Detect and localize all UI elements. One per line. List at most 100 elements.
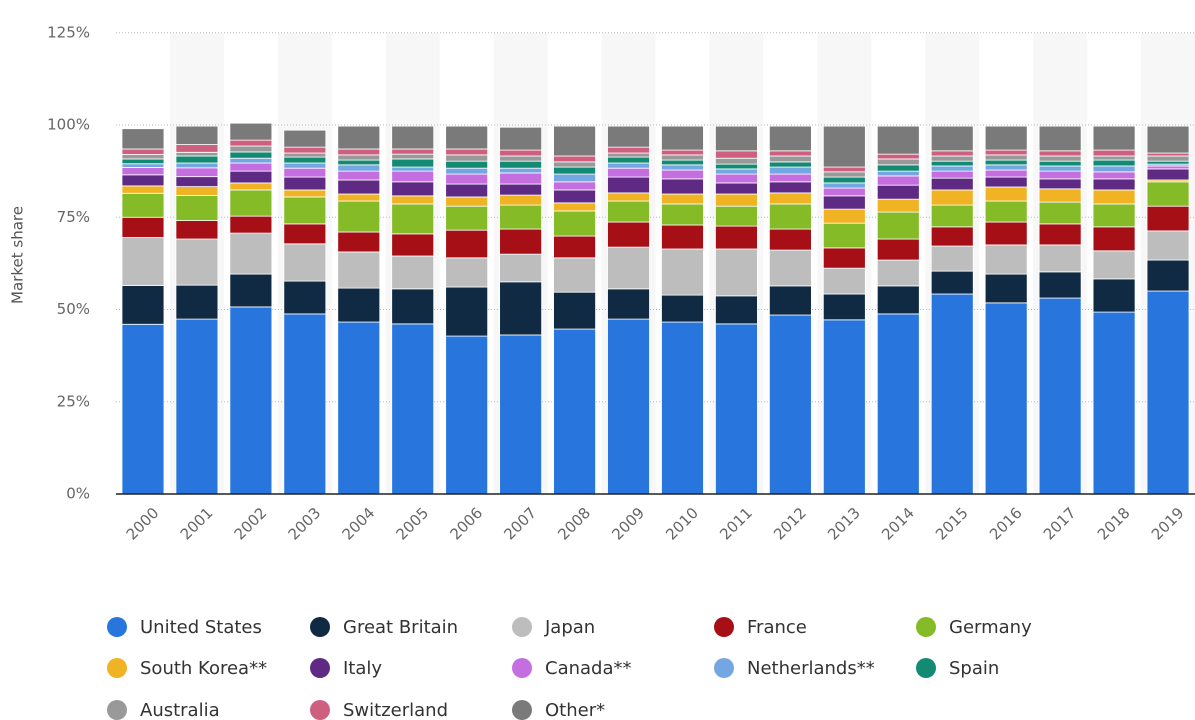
- bar-segment: [337, 200, 381, 233]
- bar-segment: [499, 183, 543, 196]
- x-tick-label: 2013: [824, 504, 864, 544]
- bar-segment: [661, 224, 704, 250]
- x-tick-label: 2018: [1094, 504, 1134, 544]
- legend-label: Other*: [545, 700, 605, 720]
- bar-segment: [715, 163, 758, 170]
- bar-segment: [768, 125, 812, 152]
- bar-segment: [283, 152, 327, 158]
- bar-segment: [337, 251, 381, 289]
- bar-segment: [553, 235, 596, 259]
- bar-segment: [984, 244, 1028, 275]
- bar-segment: [121, 185, 165, 194]
- x-tick-label: 2015: [932, 504, 972, 544]
- bar-segment: [607, 288, 650, 320]
- bar-segment: [229, 122, 273, 141]
- bar-segment: [175, 162, 219, 169]
- x-tick-label: 2012: [770, 504, 810, 544]
- bar-segment: [229, 306, 273, 495]
- bar-segment: [661, 154, 704, 161]
- bar-segment: [715, 157, 758, 165]
- bar-segment: [121, 148, 165, 155]
- bar-segment: [1146, 205, 1190, 232]
- bar-segment: [876, 153, 920, 160]
- x-tick-label: 2004: [339, 504, 379, 544]
- bar-segment: [930, 155, 974, 162]
- bar-segment: [607, 156, 650, 164]
- bar-segment: [229, 151, 273, 159]
- bar-segment: [499, 334, 543, 495]
- bar-segment: [283, 162, 327, 169]
- bar-segment: [768, 285, 812, 316]
- x-tick-label: 2011: [716, 504, 756, 544]
- bar-segment: [661, 321, 704, 495]
- bar-segment: [661, 203, 704, 226]
- bar-segment: [499, 167, 543, 174]
- bar-segment: [391, 288, 435, 325]
- bar-segment: [337, 321, 381, 495]
- bar-segment: [391, 148, 435, 155]
- bar-segment: [391, 166, 435, 172]
- bar-segment: [553, 291, 596, 330]
- bar-segment: [661, 193, 704, 205]
- bar-segment: [499, 126, 543, 151]
- bar-segment: [121, 167, 165, 176]
- bar-segment: [337, 164, 381, 172]
- bar-segment: [499, 281, 543, 336]
- x-tick-label: 2003: [285, 504, 325, 544]
- bar-segment: [661, 164, 704, 171]
- x-tick-label: 2009: [608, 504, 648, 544]
- bar-segment: [822, 267, 866, 295]
- bar-segment: [715, 150, 758, 159]
- bar-segment: [661, 169, 704, 180]
- bar-segment: [607, 318, 650, 495]
- bar-segment: [768, 314, 812, 495]
- bar-segment: [607, 192, 650, 202]
- legend-label: Japan: [544, 617, 595, 638]
- bar-segment: [445, 148, 489, 156]
- bar-segment: [607, 125, 650, 148]
- bar-segment: [175, 195, 219, 221]
- legend-swatch: [107, 658, 127, 678]
- bar-segment: [822, 293, 866, 321]
- bar-segment: [229, 145, 273, 153]
- bar-segment: [1038, 178, 1082, 190]
- bar-segment: [715, 173, 758, 184]
- legend-swatch: [512, 700, 532, 720]
- bar-segment: [337, 231, 381, 253]
- bar-segment: [499, 253, 543, 283]
- bar-segment: [876, 211, 920, 240]
- bar-segment: [768, 173, 812, 183]
- y-axis-label: Market share: [9, 206, 27, 304]
- bar-segment: [715, 248, 758, 297]
- bar-segment: [715, 225, 758, 250]
- bar-segment: [876, 259, 920, 287]
- bar-segment: [175, 238, 219, 286]
- legend-swatch: [107, 700, 127, 720]
- bar-segment: [1092, 155, 1136, 161]
- bar-segment: [1092, 125, 1136, 151]
- legend-label: Spain: [949, 658, 999, 679]
- bar-segment: [1146, 125, 1190, 154]
- bar-segment: [930, 177, 974, 191]
- bar-segment: [930, 226, 974, 247]
- bar-segment: [391, 158, 435, 168]
- bar-segment: [984, 186, 1028, 202]
- legend-label: Switzerland: [343, 700, 448, 720]
- bar-segment: [876, 198, 920, 213]
- bar-segment: [121, 163, 165, 168]
- bar-segment: [1038, 150, 1082, 157]
- y-tick-label: 50%: [57, 300, 90, 318]
- bar-segment: [1092, 311, 1136, 495]
- bar-segment: [1092, 165, 1136, 173]
- bar-segment: [499, 228, 543, 255]
- bar-segment: [121, 128, 165, 150]
- bar-segment: [768, 166, 812, 175]
- bar-segment: [121, 216, 165, 238]
- legend-label: Italy: [343, 658, 382, 679]
- bar-segment: [391, 181, 435, 197]
- bar-segment: [499, 204, 543, 230]
- bar-segment: [283, 146, 327, 154]
- x-tick-label: 2008: [554, 504, 594, 544]
- bar-segment: [1092, 178, 1136, 191]
- x-tick-label: 2019: [1148, 504, 1188, 544]
